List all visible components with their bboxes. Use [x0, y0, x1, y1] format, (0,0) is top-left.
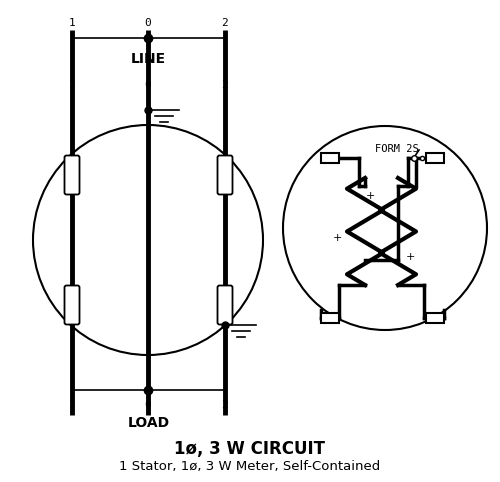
Text: LOAD: LOAD — [128, 416, 170, 430]
Text: 1ø, 3 W CIRCUIT: 1ø, 3 W CIRCUIT — [174, 440, 326, 458]
Bar — [321, 153, 339, 163]
Text: FORM 2S: FORM 2S — [375, 144, 419, 154]
Text: 1: 1 — [68, 400, 75, 410]
Text: 1 Stator, 1ø, 3 W Meter, Self-Contained: 1 Stator, 1ø, 3 W Meter, Self-Contained — [120, 460, 380, 473]
Text: +: + — [366, 191, 374, 201]
Text: 0: 0 — [144, 400, 152, 410]
Text: 2: 2 — [222, 18, 228, 28]
Text: 1: 1 — [68, 80, 75, 90]
Text: 0: 0 — [144, 18, 152, 28]
Text: 1: 1 — [68, 18, 75, 28]
Bar — [321, 313, 339, 323]
FancyBboxPatch shape — [64, 285, 80, 324]
Text: 0: 0 — [144, 80, 152, 90]
Bar — [426, 153, 444, 163]
FancyBboxPatch shape — [64, 156, 80, 195]
Text: +: + — [406, 252, 414, 262]
Text: LINE: LINE — [131, 52, 166, 66]
Text: +: + — [332, 233, 342, 243]
FancyBboxPatch shape — [218, 285, 232, 324]
Bar — [426, 313, 444, 323]
FancyBboxPatch shape — [218, 156, 232, 195]
Text: 2: 2 — [222, 80, 228, 90]
Text: 2: 2 — [222, 400, 228, 410]
